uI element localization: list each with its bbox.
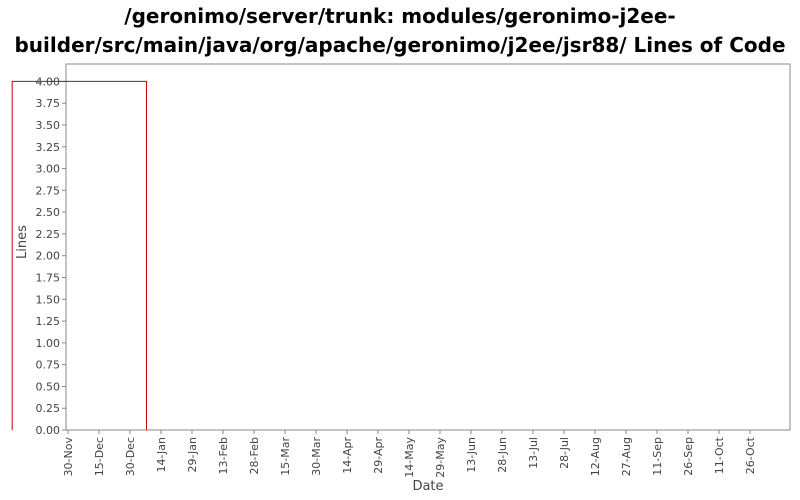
x-tick-label: 28-Jul — [558, 437, 571, 469]
x-tick-label: 30-Dec — [124, 437, 137, 476]
x-axis: 30-Nov 15-Dec 30-Dec 14-Jan 29-Jan 13-Feb 28-F… — [62, 430, 757, 478]
y-tick-label: 1.00 — [36, 337, 61, 350]
x-tick-label: 30-Mar — [310, 437, 323, 476]
x-tick-label: 28-Feb — [248, 437, 261, 474]
x-tick-label: 13-Feb — [217, 437, 230, 474]
x-axis-title: Date — [412, 479, 443, 494]
x-tick-label: 29-Jan — [186, 437, 199, 473]
x-tick-label: 26-Sep — [682, 437, 695, 476]
y-tick-label: 3.50 — [36, 119, 61, 132]
x-tick-label: 30-Nov — [62, 437, 75, 477]
x-tick-label: 14-Apr — [341, 437, 354, 474]
y-tick-label: 2.75 — [36, 184, 61, 197]
x-tick-label: 29-May — [434, 437, 447, 478]
x-tick-label: 11-Sep — [651, 437, 664, 476]
y-tick-label: 4.00 — [36, 75, 61, 88]
x-tick-label: 27-Aug — [620, 437, 633, 476]
y-axis-title: Lines — [15, 225, 30, 259]
x-tick-label: 13-Jul — [527, 437, 540, 469]
chart-title-line-2: builder/src/main/java/org/apache/geronim… — [14, 33, 786, 57]
x-tick-label: 12-Aug — [589, 437, 602, 476]
x-tick-label: 15-Dec — [93, 437, 106, 476]
y-tick-label: 3.00 — [36, 163, 61, 176]
x-tick-label: 11-Oct — [713, 436, 726, 474]
series-line — [11, 80, 147, 430]
x-tick-label: 29-Apr — [372, 437, 385, 474]
y-tick-label: 0.25 — [36, 402, 61, 415]
y-tick-label: 0.75 — [36, 359, 61, 372]
y-tick-label: 0.50 — [36, 380, 61, 393]
y-tick-label: 1.50 — [36, 293, 61, 306]
x-tick-label: 14-Jan — [155, 437, 168, 473]
series-layer — [11, 80, 147, 430]
chart-title-line-1: /geronimo/server/trunk: modules/geronimo… — [124, 4, 676, 28]
y-tick-label: 2.25 — [36, 228, 61, 241]
x-tick-label: 13-Jun — [465, 437, 478, 473]
x-tick-label: 26-Oct — [744, 436, 757, 474]
y-tick-label: 2.50 — [36, 206, 61, 219]
y-axis: 0.00 0.25 0.50 0.75 1.00 1.25 1.50 1.75 2.00 2.25… — [36, 75, 66, 437]
chart-title: /geronimo/server/trunk: modules/geronimo… — [0, 2, 800, 60]
plot-area — [65, 63, 791, 431]
y-tick-label: 0.00 — [36, 424, 61, 437]
x-tick-label: 14-May — [403, 437, 416, 478]
y-tick-label: 1.75 — [36, 272, 61, 285]
y-tick-label: 2.00 — [36, 250, 61, 263]
y-tick-label: 3.75 — [36, 97, 61, 110]
y-tick-label: 3.25 — [36, 141, 61, 154]
x-tick-label: 28-Jun — [496, 437, 509, 473]
x-tick-label: 15-Mar — [279, 437, 292, 476]
y-tick-label: 1.25 — [36, 315, 61, 328]
